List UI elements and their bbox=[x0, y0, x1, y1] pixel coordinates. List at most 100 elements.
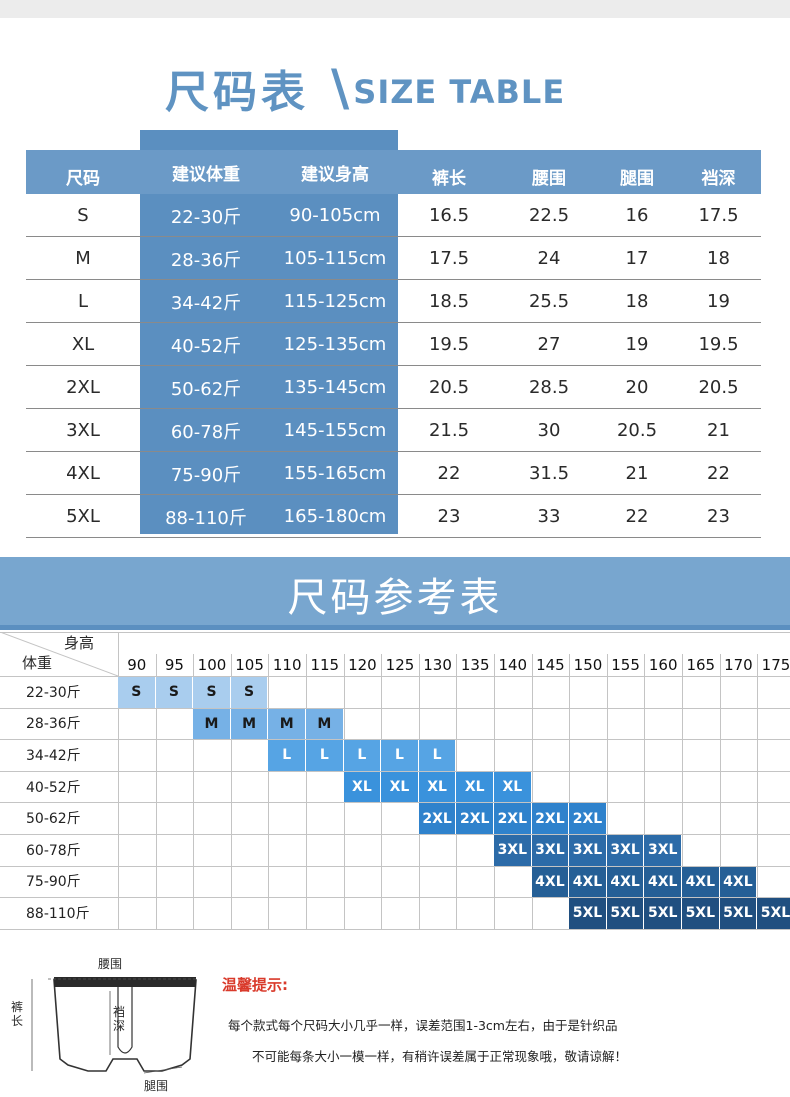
size-band-cell: 4XL bbox=[682, 866, 720, 898]
label-crotch: 裆深 bbox=[113, 1005, 126, 1033]
weight-row-label: 40-52斤 bbox=[26, 779, 81, 796]
label-leg: 腿围 bbox=[144, 1079, 169, 1093]
size-band-cell: XL bbox=[343, 771, 382, 803]
row-divider bbox=[26, 537, 761, 538]
weight-row-label: 50-62斤 bbox=[26, 811, 81, 828]
grid-line-h bbox=[0, 928, 790, 930]
leg-measure-line bbox=[143, 1066, 183, 1074]
grid-line-v bbox=[193, 654, 195, 929]
grid-line-v bbox=[306, 654, 307, 929]
table-cell: 40-52斤 bbox=[170, 335, 242, 357]
size-band-cell: XL bbox=[381, 771, 419, 803]
size-band-cell: L bbox=[418, 740, 457, 771]
grid-line-v bbox=[118, 632, 119, 929]
table-cell: 115-125cm bbox=[283, 291, 387, 312]
height-header: 135 bbox=[460, 656, 490, 674]
reference-banner: 尺码参考表 bbox=[0, 557, 790, 630]
table-cell: 20.5 bbox=[616, 420, 658, 441]
height-header: 155 bbox=[611, 656, 640, 674]
title-english: SIZE TABLE bbox=[353, 73, 566, 111]
size-band-cell: 2XL bbox=[494, 803, 532, 834]
weight-axis-label: 体重 bbox=[22, 654, 53, 672]
grid-line-v bbox=[606, 654, 608, 929]
table-header-bar bbox=[26, 150, 761, 194]
table-cell: 155-165cm bbox=[283, 463, 387, 484]
table-cell: 3XL bbox=[66, 420, 100, 441]
grid-line-v bbox=[230, 654, 232, 929]
size-band-cell: M bbox=[268, 708, 306, 740]
table-cell: 22 bbox=[707, 463, 730, 484]
grid-line-h bbox=[0, 834, 790, 835]
table-cell: 18 bbox=[707, 248, 730, 269]
table-cell: 20 bbox=[625, 377, 649, 398]
size-band-cell: 3XL bbox=[494, 835, 532, 866]
height-header: 125 bbox=[385, 656, 415, 674]
grid-line-h bbox=[0, 802, 790, 804]
table-cell: 2XL bbox=[66, 377, 100, 398]
weight-column-highlight bbox=[140, 130, 272, 534]
row-divider bbox=[26, 236, 761, 237]
table-cell: 75-90斤 bbox=[170, 464, 242, 486]
height-header: 95 bbox=[164, 656, 184, 674]
size-band-cell: S bbox=[118, 677, 156, 708]
table-cell: 22.5 bbox=[528, 205, 570, 226]
height-header: 160 bbox=[648, 656, 678, 674]
height-header: 130 bbox=[423, 656, 452, 674]
size-band-cell: 4XL bbox=[569, 866, 607, 898]
grid-line-h bbox=[0, 770, 790, 772]
size-band-cell: 4XL bbox=[719, 866, 758, 898]
table-cell: 20.5 bbox=[698, 377, 739, 398]
briefs-diagram bbox=[31, 977, 198, 1074]
size-band-cell: 5XL bbox=[644, 898, 682, 929]
size-band-cell: 5XL bbox=[719, 898, 758, 929]
weight-row-label: 22-30斤 bbox=[26, 684, 81, 701]
table-cell: 28-36斤 bbox=[170, 249, 242, 271]
table-cell: 23 bbox=[707, 506, 730, 527]
size-band-cell: 2XL bbox=[531, 803, 570, 834]
table-cell: 25.5 bbox=[528, 291, 570, 312]
size-band-cell: L bbox=[306, 740, 344, 771]
table-cell: 22-30斤 bbox=[170, 206, 242, 228]
height-header: 140 bbox=[498, 656, 528, 674]
table-cell: 28.5 bbox=[528, 377, 570, 398]
table-cell: 88-110斤 bbox=[165, 507, 247, 529]
table-cell: 17 bbox=[625, 248, 649, 269]
column-header: 腿围 bbox=[620, 168, 654, 189]
size-band-cell: 4XL bbox=[606, 866, 645, 898]
table-cell: 21 bbox=[707, 420, 730, 441]
crotch-seam bbox=[117, 987, 133, 1054]
height-axis-label: 身高 bbox=[64, 634, 95, 652]
row-divider bbox=[26, 408, 761, 409]
table-cell: 31.5 bbox=[528, 463, 570, 484]
size-band-cell: 3XL bbox=[606, 835, 645, 866]
table-cell: 18.5 bbox=[428, 291, 470, 312]
size-band-cell: XL bbox=[456, 771, 494, 803]
grid-line-h bbox=[0, 707, 790, 709]
size-band-cell: 2XL bbox=[418, 803, 457, 834]
weight-row-label: 34-42斤 bbox=[26, 747, 81, 764]
grid-line-h bbox=[0, 676, 790, 677]
grid-line-top bbox=[0, 632, 790, 633]
grid-line-v bbox=[268, 654, 270, 929]
size-band-cell: L bbox=[381, 740, 419, 771]
table-cell: 22 bbox=[437, 463, 461, 484]
weight-row-label: 28-36斤 bbox=[26, 716, 81, 733]
table-cell: 20.5 bbox=[428, 377, 470, 398]
size-band-cell: L bbox=[343, 740, 382, 771]
table-cell: 24 bbox=[537, 248, 561, 269]
table-cell: 27 bbox=[537, 334, 561, 355]
size-band-cell: XL bbox=[494, 771, 532, 803]
grid-line-v bbox=[682, 654, 683, 929]
reference-title: 尺码参考表 bbox=[287, 574, 503, 621]
title-slash: \ bbox=[331, 59, 350, 117]
row-divider bbox=[26, 279, 761, 280]
size-band-cell: 3XL bbox=[569, 835, 607, 866]
table-cell: 125-135cm bbox=[283, 334, 387, 355]
table-cell: 16.5 bbox=[428, 205, 470, 226]
size-band-cell: M bbox=[193, 708, 231, 740]
table-cell: 17.5 bbox=[428, 248, 470, 269]
table-cell: 135-145cm bbox=[283, 377, 387, 398]
size-band-cell: XL bbox=[418, 771, 457, 803]
table-cell: 5XL bbox=[66, 506, 100, 527]
grid-line-v bbox=[644, 654, 646, 929]
